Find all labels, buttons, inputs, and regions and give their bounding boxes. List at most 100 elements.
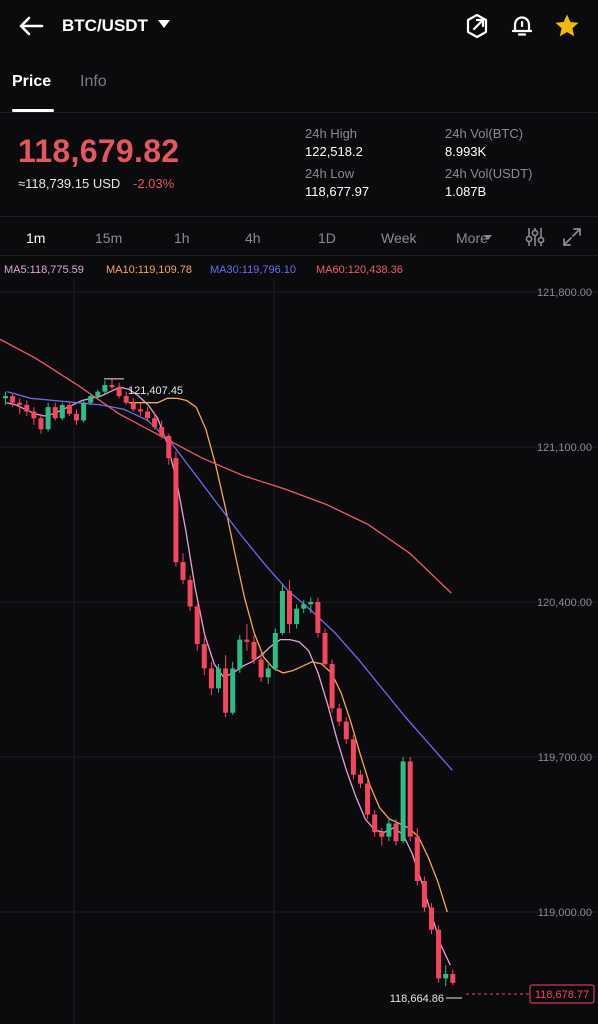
fullscreen-icon[interactable] — [562, 227, 582, 247]
last-price-tag — [529, 984, 595, 1004]
candle — [358, 774, 363, 784]
interval-1h[interactable]: 1h — [174, 230, 190, 246]
low-marker-label: 118,664.86 — [390, 993, 444, 1005]
high-marker-label: 121,407.45 — [128, 385, 183, 397]
candle — [208, 668, 214, 689]
candle — [123, 396, 129, 403]
y-tick-label: 119,700.00 — [538, 752, 592, 764]
candle — [322, 633, 328, 664]
vol-usdt-value: 1.087B — [445, 184, 487, 199]
candle — [130, 402, 136, 410]
chart-labels: 121,800.00 121,100.00 120,400.00 119,700… — [104, 287, 595, 1005]
candle — [201, 644, 207, 669]
interval-4h[interactable]: 4h — [245, 230, 261, 246]
candle — [421, 881, 427, 908]
candle — [66, 404, 72, 414]
candle — [74, 413, 79, 421]
ma-line-ma5 — [6, 386, 451, 966]
candles — [3, 379, 456, 987]
ma5-label: MA5:118,775.59 — [4, 264, 84, 276]
ma60-label: MA60:120,438.36 — [316, 264, 403, 276]
candle — [272, 633, 278, 669]
candle — [194, 606, 200, 645]
candle — [315, 602, 321, 633]
candle — [52, 407, 58, 419]
star-icon[interactable] — [553, 12, 581, 40]
back-arrow-icon[interactable] — [16, 12, 46, 40]
last-price-tag-label: 118,678.77 — [535, 989, 589, 1001]
chevron-down-icon[interactable] — [158, 20, 170, 28]
usd-approx: ≈118,739.15 USD — [18, 176, 121, 191]
high-value: 122,518.2 — [305, 144, 363, 159]
candle — [45, 407, 51, 430]
tab-info[interactable]: Info — [80, 73, 107, 90]
low-value: 118,677.97 — [305, 184, 370, 199]
candle — [336, 708, 342, 722]
active-tab-indicator — [12, 109, 54, 112]
moving-average-lines — [0, 338, 453, 966]
last-price: 118,679.82 — [18, 133, 180, 169]
candle — [244, 639, 250, 642]
candle — [301, 604, 307, 609]
candle — [287, 590, 292, 625]
candle — [166, 435, 172, 459]
candle — [258, 659, 264, 678]
interval-more[interactable]: More — [456, 230, 488, 246]
candle — [329, 664, 335, 709]
vol-btc-value: 8.993K — [445, 144, 487, 159]
y-tick-label: 121,800.00 — [537, 287, 592, 299]
interval-week[interactable]: Week — [381, 230, 417, 246]
candle — [429, 907, 434, 930]
candle — [400, 761, 406, 842]
candle — [173, 458, 179, 563]
candle — [152, 418, 158, 428]
candle — [95, 391, 101, 397]
candle — [116, 387, 122, 397]
candle — [436, 929, 442, 979]
y-tick-label: 119,000.00 — [538, 907, 592, 919]
indicator-settings-icon[interactable] — [524, 227, 546, 247]
low-label: 24h Low — [305, 166, 355, 181]
candle — [308, 602, 314, 605]
candle — [159, 427, 165, 436]
candle — [265, 668, 271, 678]
y-tick-label: 121,100.00 — [537, 442, 592, 454]
candlestick-chart[interactable]: 121,800.00 121,100.00 120,400.00 119,700… — [0, 278, 598, 1024]
ma-line-ma10 — [128, 397, 448, 913]
candle — [450, 974, 456, 983]
candle — [386, 823, 392, 837]
candle — [372, 814, 378, 833]
y-tick-label: 120,400.00 — [537, 597, 592, 609]
share-icon[interactable] — [463, 12, 491, 40]
candle — [237, 639, 243, 669]
candle — [187, 579, 193, 607]
tab-price[interactable]: Price — [12, 73, 52, 90]
candle — [145, 411, 150, 419]
candle — [180, 562, 186, 580]
interval-1d[interactable]: 1D — [318, 230, 336, 246]
candle — [17, 402, 23, 405]
candle — [81, 402, 87, 421]
ma-line-ma60 — [0, 338, 452, 594]
candle — [137, 409, 143, 412]
divider — [0, 216, 598, 217]
pair-title[interactable]: BTC/USDT — [62, 16, 148, 35]
high-label: 24h High — [305, 126, 358, 141]
ma10-label: MA10:119,109.78 — [106, 264, 193, 276]
candle — [10, 396, 16, 403]
candle — [223, 668, 229, 713]
candle — [379, 832, 385, 837]
candle — [443, 974, 449, 979]
candle — [365, 783, 371, 815]
alert-bell-icon[interactable] — [508, 12, 536, 40]
candle — [294, 608, 300, 625]
candle — [407, 761, 413, 837]
candle — [216, 668, 221, 689]
interval-15m[interactable]: 15m — [95, 230, 123, 246]
candle — [343, 721, 349, 740]
candle — [230, 668, 236, 713]
candle — [109, 385, 115, 388]
vol-btc-label: 24h Vol(BTC) — [445, 126, 524, 141]
candle — [24, 404, 30, 412]
interval-1m[interactable]: 1m — [26, 230, 46, 246]
